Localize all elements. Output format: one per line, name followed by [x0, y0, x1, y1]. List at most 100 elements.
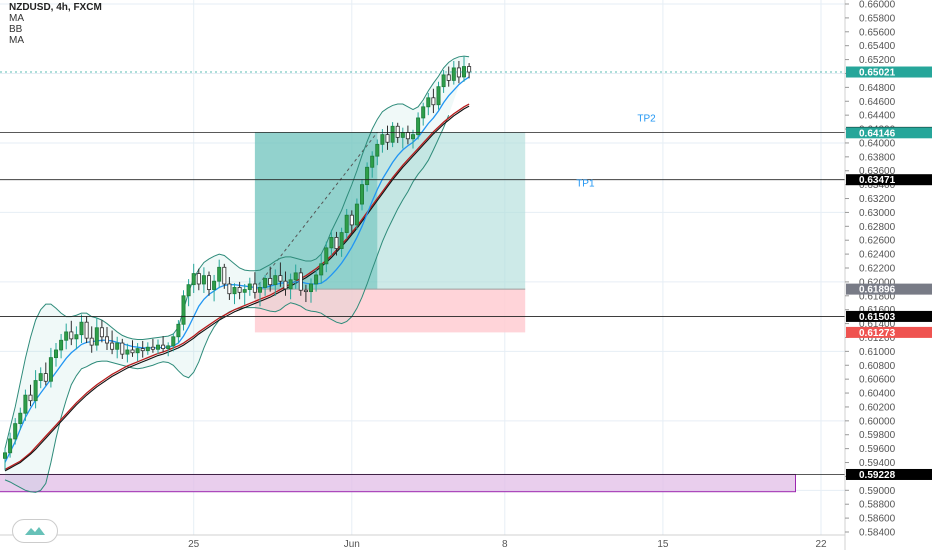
candle[interactable] — [380, 134, 385, 145]
candle[interactable] — [324, 247, 329, 265]
candle[interactable] — [125, 349, 130, 355]
candle[interactable] — [385, 134, 390, 143]
price-label-box[interactable] — [846, 127, 932, 139]
candle[interactable] — [467, 66, 472, 73]
candle[interactable] — [298, 272, 303, 291]
candle[interactable] — [359, 184, 364, 205]
price-label[interactable]: 0.65021 — [859, 68, 896, 79]
annotation-tp1[interactable]: TP1 — [576, 179, 595, 190]
candle[interactable] — [344, 214, 349, 233]
candle[interactable] — [257, 287, 262, 293]
candle[interactable] — [329, 237, 334, 249]
candle[interactable] — [263, 278, 268, 288]
candle[interactable] — [283, 280, 288, 290]
candle[interactable] — [74, 334, 79, 340]
candle[interactable] — [33, 380, 38, 402]
candle[interactable] — [186, 284, 191, 297]
candle[interactable] — [227, 283, 232, 295]
candle[interactable] — [13, 423, 18, 440]
price-label-box[interactable] — [846, 66, 932, 78]
price-label[interactable]: 0.61273 — [859, 328, 896, 339]
candle[interactable] — [140, 348, 145, 352]
candle[interactable] — [242, 289, 247, 293]
candle[interactable] — [247, 283, 252, 290]
candle[interactable] — [456, 67, 461, 78]
candle[interactable] — [145, 346, 150, 352]
price-label[interactable]: 0.59228 — [859, 470, 896, 481]
candle[interactable] — [308, 283, 313, 293]
candle[interactable] — [155, 344, 160, 350]
candle[interactable] — [212, 280, 217, 290]
candle[interactable] — [23, 394, 28, 414]
candle[interactable] — [339, 232, 344, 249]
candle[interactable] — [293, 272, 298, 281]
candle[interactable] — [135, 348, 140, 354]
candle[interactable] — [99, 327, 104, 338]
candle[interactable] — [303, 289, 308, 293]
candle[interactable] — [349, 214, 354, 226]
candle[interactable] — [28, 394, 33, 402]
candle[interactable] — [395, 125, 400, 138]
candle[interactable] — [120, 342, 125, 355]
price-label[interactable]: 0.63471 — [859, 175, 896, 186]
candle[interactable] — [441, 74, 446, 88]
candle[interactable] — [18, 412, 23, 425]
candle[interactable] — [354, 203, 359, 226]
candle[interactable] — [334, 237, 339, 249]
candle[interactable] — [370, 155, 375, 168]
candle[interactable] — [400, 132, 405, 138]
price-label-box[interactable] — [846, 283, 932, 295]
price-label-box[interactable] — [846, 174, 932, 186]
legend-indicator-ma-2[interactable]: MA — [9, 35, 24, 46]
candle[interactable] — [421, 106, 426, 119]
candle[interactable] — [150, 346, 155, 350]
candle[interactable] — [365, 166, 370, 186]
demand-zone[interactable] — [0, 473, 797, 493]
candle[interactable] — [79, 321, 84, 336]
candle[interactable] — [288, 279, 293, 290]
legend-indicator-bb[interactable]: BB — [9, 24, 23, 35]
candle[interactable] — [171, 336, 176, 347]
candle[interactable] — [196, 273, 201, 285]
candle[interactable] — [222, 266, 227, 285]
candle[interactable] — [446, 74, 451, 81]
price-label[interactable]: 0.64146 — [859, 128, 896, 139]
candle[interactable] — [105, 336, 110, 344]
candle[interactable] — [273, 275, 278, 286]
candle[interactable] — [191, 273, 196, 286]
candle[interactable] — [38, 373, 43, 381]
candle[interactable] — [431, 97, 436, 106]
candle[interactable] — [64, 331, 69, 341]
candle[interactable] — [319, 263, 324, 276]
candle[interactable] — [206, 275, 211, 290]
candle[interactable] — [451, 67, 456, 81]
candle[interactable] — [69, 331, 74, 340]
tradingview-logo[interactable] — [12, 519, 58, 543]
candle[interactable] — [237, 287, 242, 293]
candle[interactable] — [3, 452, 8, 459]
candle[interactable] — [181, 295, 186, 325]
candle[interactable] — [390, 125, 395, 143]
legend-indicator-ma-1[interactable]: MA — [9, 13, 24, 24]
annotation-tp2[interactable]: TP2 — [637, 113, 656, 124]
candle[interactable] — [8, 438, 13, 454]
position-target-zone[interactable] — [254, 132, 526, 290]
candle[interactable] — [89, 337, 94, 346]
price-label[interactable]: 0.61503 — [859, 312, 896, 323]
candle[interactable] — [110, 342, 115, 350]
position-stop-zone[interactable] — [254, 289, 526, 333]
candle[interactable] — [201, 275, 206, 285]
candle[interactable] — [54, 349, 59, 359]
candle[interactable] — [130, 349, 135, 354]
candle[interactable] — [416, 117, 421, 136]
candle[interactable] — [375, 143, 380, 157]
candle[interactable] — [314, 274, 319, 285]
price-label-box[interactable] — [846, 310, 932, 322]
candle[interactable] — [176, 323, 181, 338]
candle[interactable] — [410, 134, 415, 140]
candle[interactable] — [278, 275, 283, 282]
candle[interactable] — [268, 278, 273, 286]
candle[interactable] — [426, 97, 431, 108]
candle[interactable] — [166, 345, 171, 349]
